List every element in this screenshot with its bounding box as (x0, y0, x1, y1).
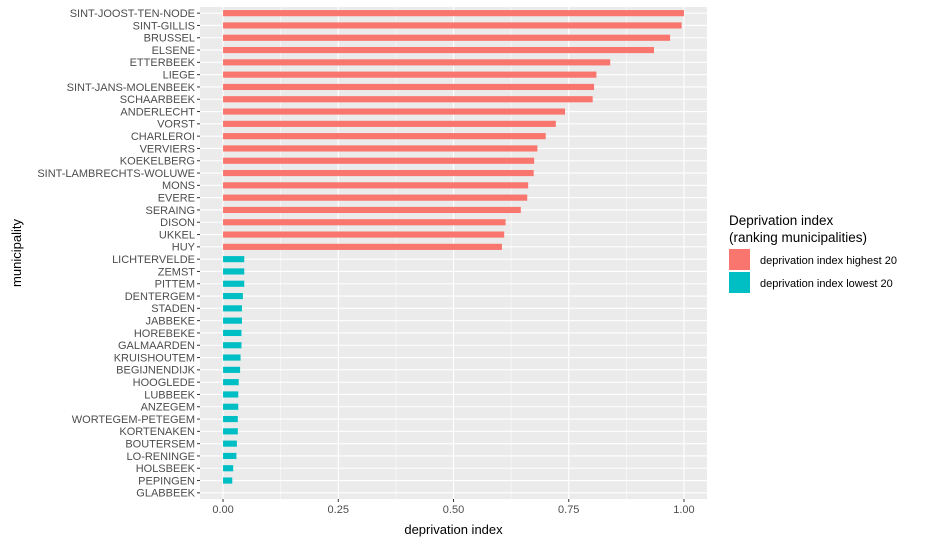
bar-hooglede (223, 379, 239, 386)
x-tick-label: 0.25 (328, 504, 349, 516)
y-tick-label: SINT-GILLIS (133, 20, 195, 32)
legend-label-highest: deprivation index highest 20 (760, 255, 897, 267)
y-tick-label: JABBEKE (145, 315, 195, 327)
y-tick-label: PEPINGEN (138, 475, 195, 487)
legend-items: deprivation index highest 20 deprivation … (729, 249, 897, 293)
y-tick-label: LIEGE (163, 69, 195, 81)
legend: Deprivation index (ranking municipalitie… (729, 213, 897, 293)
x-axis-title: deprivation index (404, 522, 503, 537)
y-axis-ticks: SINT-JOOST-TEN-NODESINT-GILLISBRUSSELELS… (37, 8, 200, 500)
y-tick-label: KOEKELBERG (120, 156, 195, 168)
bar-lubbeek (223, 391, 239, 398)
bar-koekelberg (223, 157, 535, 164)
bars (223, 10, 684, 484)
y-tick-label: BRUSSEL (144, 33, 195, 45)
bar-begijnendijk (223, 366, 241, 373)
x-tick-label: 0.75 (558, 504, 579, 516)
x-tick-label: 0.50 (443, 504, 464, 516)
bar-kruishoutem (223, 354, 241, 361)
bar-holsbeek (223, 465, 234, 472)
bar-liege (223, 71, 597, 78)
y-tick-label: ETTERBEEK (130, 57, 196, 69)
y-tick-label: SINT-JANS-MOLENBEEK (67, 82, 196, 94)
legend-key-highest (729, 249, 750, 270)
bar-elsene (223, 46, 654, 54)
y-tick-label: SINT-LAMBRECHTS-WOLUWE (37, 168, 195, 180)
y-tick-label: CHARLEROI (131, 131, 195, 143)
bar-verviers (223, 145, 538, 152)
y-tick-label: ZEMST (158, 266, 196, 278)
y-tick-label: GALMAARDEN (118, 340, 195, 352)
y-tick-label: SERAING (145, 205, 195, 217)
y-tick-label: ELSENE (152, 45, 195, 57)
y-tick-label: LUBBEEK (144, 389, 195, 401)
y-tick-label: ANDERLECHT (120, 106, 195, 118)
bar-sint-gillis (223, 22, 682, 29)
y-tick-label: HOOGLEDE (133, 377, 195, 389)
y-tick-label: LICHTERVELDE (112, 254, 195, 266)
bar-staden (223, 305, 242, 312)
bar-anzegem (223, 403, 239, 410)
y-tick-label: EVERE (158, 192, 195, 204)
bar-horebeke (223, 329, 242, 337)
y-tick-label: ANZEGEM (141, 402, 195, 414)
bar-evere (223, 194, 528, 201)
bar-kortenaken (223, 428, 238, 435)
bar-wortegem-petegem (223, 415, 238, 423)
y-tick-label: DENTERGEM (125, 291, 195, 303)
y-tick-label: HOLSBEEK (136, 463, 196, 475)
y-tick-label: MONS (162, 180, 195, 192)
y-tick-label: KORTENAKEN (119, 426, 195, 438)
bar-dison (223, 219, 506, 226)
bar-charleroi (223, 133, 546, 140)
y-axis-title: municipality (9, 219, 24, 287)
bar-seraing (223, 206, 521, 214)
y-tick-label: DISON (160, 217, 195, 229)
legend-title-line-1: Deprivation index (729, 213, 834, 228)
bar-boutersem (223, 440, 237, 447)
bar-pittem (223, 280, 245, 287)
legend-key-lowest (729, 272, 750, 293)
bar-vorst (223, 120, 556, 127)
y-tick-label: VERVIERS (140, 143, 195, 155)
bar-sint-joost-ten-node (223, 10, 684, 17)
y-tick-label: PITTEM (155, 279, 195, 291)
y-tick-label: STADEN (151, 303, 195, 315)
bar-brussel (223, 34, 671, 41)
bar-jabbeke (223, 317, 242, 324)
x-axis-ticks: 0.00 0.25 0.50 0.75 1.00 (212, 499, 695, 516)
y-tick-label: HOREBEKE (134, 328, 195, 340)
y-tick-label: SCHAARBEEK (120, 94, 196, 106)
y-tick-label: GLABBEEK (136, 488, 195, 500)
x-tick-label: 1.00 (673, 504, 694, 516)
y-tick-label: BOUTERSEM (125, 438, 195, 450)
legend-label-lowest: deprivation index lowest 20 (760, 278, 893, 290)
y-tick-label: BEGIJNENDIJK (116, 365, 196, 377)
y-tick-label: HUY (172, 242, 196, 254)
bar-galmaarden (223, 342, 242, 349)
bar-huy (223, 243, 502, 250)
bar-zemst (223, 268, 245, 275)
x-tick-label: 0.00 (212, 504, 233, 516)
y-tick-label: KRUISHOUTEM (114, 352, 195, 364)
y-tick-label: VORST (157, 119, 195, 131)
bar-sint-lambrechts-woluwe (223, 169, 534, 177)
y-tick-label: LO-RENINGE (127, 451, 195, 463)
legend-title-line-2: (ranking municipalities) (729, 230, 867, 245)
y-tick-label: SINT-JOOST-TEN-NODE (70, 8, 195, 20)
bar-lo-reninge (223, 452, 237, 460)
bar-dentergem (223, 292, 243, 300)
bar-pepingen (223, 477, 233, 484)
bar-lichtervelde (223, 256, 245, 263)
bar-ukkel (223, 231, 505, 238)
y-tick-label: WORTEGEM-PETEGEM (72, 414, 195, 426)
y-tick-label: UKKEL (159, 229, 195, 241)
bar-mons (223, 182, 529, 189)
bar-sint-jans-molenbeek (223, 83, 595, 91)
bar-anderlecht (223, 108, 566, 115)
bar-etterbeek (223, 59, 611, 66)
bar-schaarbeek (223, 96, 593, 103)
